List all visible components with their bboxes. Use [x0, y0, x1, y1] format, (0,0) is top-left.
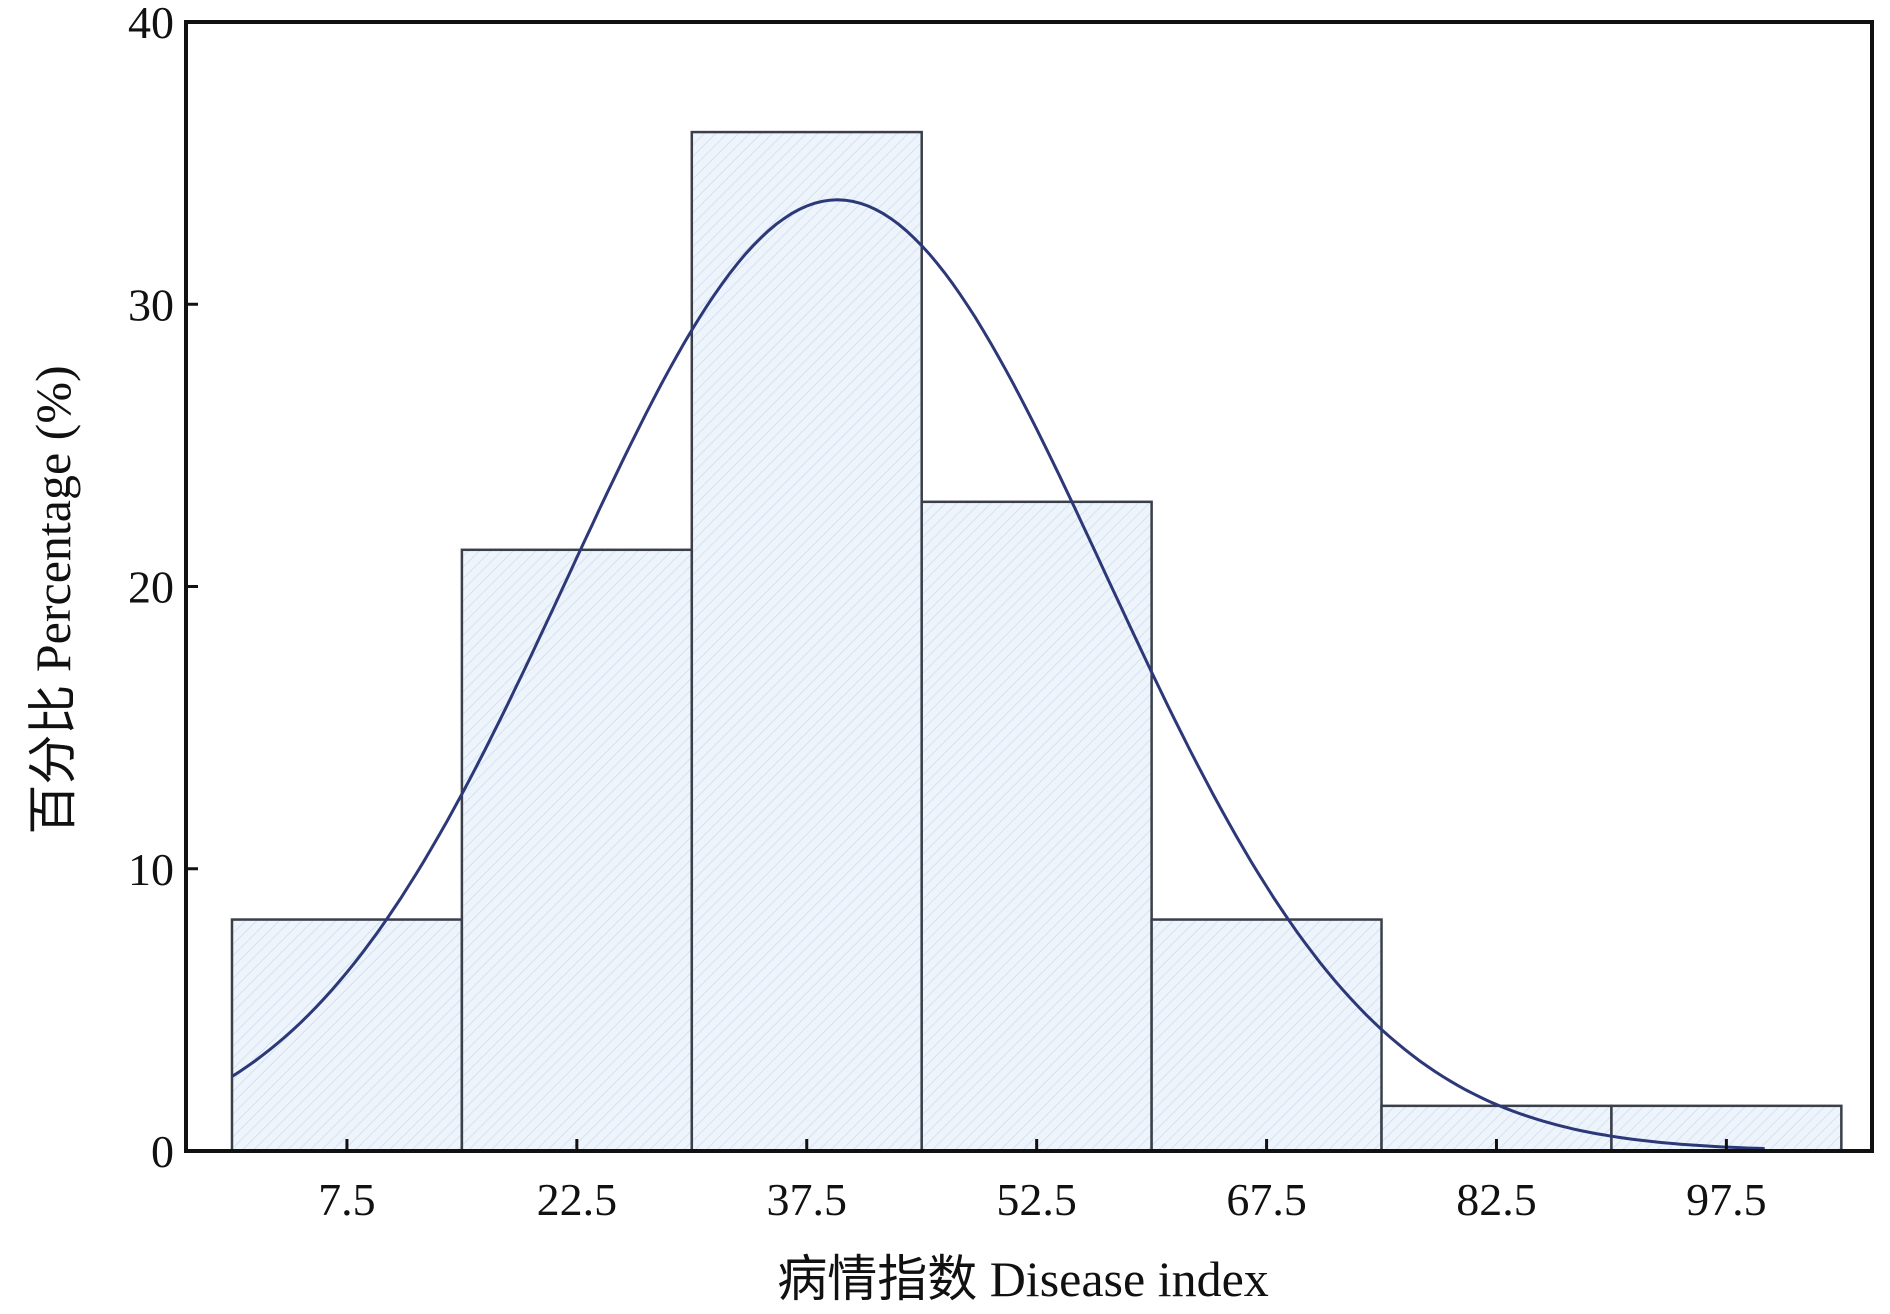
x-tick-label: 37.5	[767, 1174, 848, 1225]
x-tick-label: 67.5	[1226, 1174, 1307, 1225]
x-tick-label: 97.5	[1686, 1174, 1767, 1225]
histogram-bar	[920, 500, 1153, 1153]
normal-fit-curve	[231, 198, 1765, 1151]
histogram-bar	[460, 548, 694, 1153]
y-tick-label: 30	[128, 279, 174, 330]
x-axis-title: 病情指数 Disease index	[777, 1251, 1269, 1307]
y-tick-label: 20	[128, 562, 174, 613]
histogram-bar	[1150, 918, 1383, 1153]
x-tick-label: 52.5	[996, 1174, 1077, 1225]
y-tick-label: 10	[128, 844, 174, 895]
histogram-bar	[690, 130, 923, 1153]
x-tick-label: 22.5	[537, 1174, 618, 1225]
y-axis-title: 百分比 Percentage (%)	[25, 365, 81, 834]
y-tick-label: 0	[151, 1126, 174, 1177]
y-axis: 0 10 20 30 40	[128, 0, 198, 1177]
x-axis: 7.5 22.5 37.5 52.5 67.5 82.5 97.5	[318, 1139, 1767, 1225]
y-tick-label: 40	[128, 0, 174, 48]
histogram-bar	[230, 918, 464, 1153]
x-tick-label: 7.5	[318, 1174, 376, 1225]
x-tick-label: 82.5	[1456, 1174, 1537, 1225]
bars-layer	[230, 130, 1843, 1153]
